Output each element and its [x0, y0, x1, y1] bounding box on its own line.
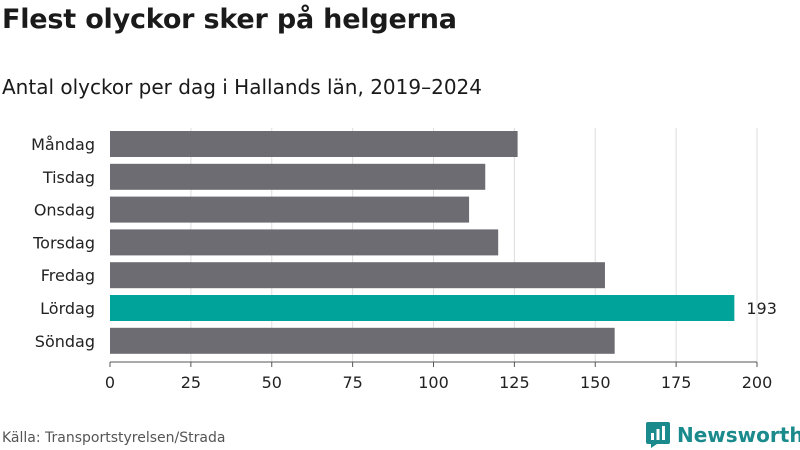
- newsworthy-logo-icon: [646, 422, 670, 448]
- category-label: Tisdag: [42, 168, 95, 187]
- x-tick-label: 0: [105, 373, 115, 392]
- x-axis-ticks: 0 25 50 75 100 125 150 175 200: [105, 362, 772, 392]
- category-label: Måndag: [31, 135, 95, 154]
- category-label: Lördag: [40, 299, 95, 318]
- bar-fredag: [110, 262, 605, 289]
- chart-subtitle: Antal olyckor per dag i Hallands län, 20…: [2, 75, 482, 99]
- bar-tisdag: [110, 163, 486, 190]
- brand-logo: Newsworthy: [645, 421, 800, 449]
- category-labels: Måndag Tisdag Onsdag Torsdag Fredag Lördag Sön…: [31, 135, 95, 351]
- source-note: Källa: Transportstyrelsen/Strada: [2, 430, 226, 446]
- bar-chart: Måndag Tisdag Onsdag Torsdag Fredag Lördag Sön…: [31, 128, 777, 392]
- x-tick-label: 150: [580, 373, 611, 392]
- brand-name: Newsworthy: [677, 423, 800, 447]
- category-label: Torsdag: [32, 233, 95, 252]
- x-tick-label: 175: [661, 373, 692, 392]
- chart-title: Flest olyckor sker på helgerna: [2, 4, 457, 35]
- x-tick-label: 125: [499, 373, 530, 392]
- x-tick-label: 200: [742, 373, 773, 392]
- x-tick-label: 50: [262, 373, 282, 392]
- data-label: 193: [746, 299, 777, 318]
- bar-söndag: [110, 327, 615, 354]
- x-tick-label: 100: [418, 373, 449, 392]
- x-tick-label: 75: [342, 373, 362, 392]
- bar-lördag: [110, 295, 735, 321]
- bar-torsdag: [110, 229, 499, 256]
- bar-måndag: [110, 131, 518, 157]
- category-label: Söndag: [35, 332, 95, 351]
- data-labels: 193: [746, 299, 777, 318]
- bars: [110, 131, 735, 354]
- category-label: Onsdag: [34, 201, 95, 220]
- category-label: Fredag: [41, 266, 95, 285]
- x-tick-label: 25: [181, 373, 201, 392]
- bar-onsdag: [110, 196, 470, 223]
